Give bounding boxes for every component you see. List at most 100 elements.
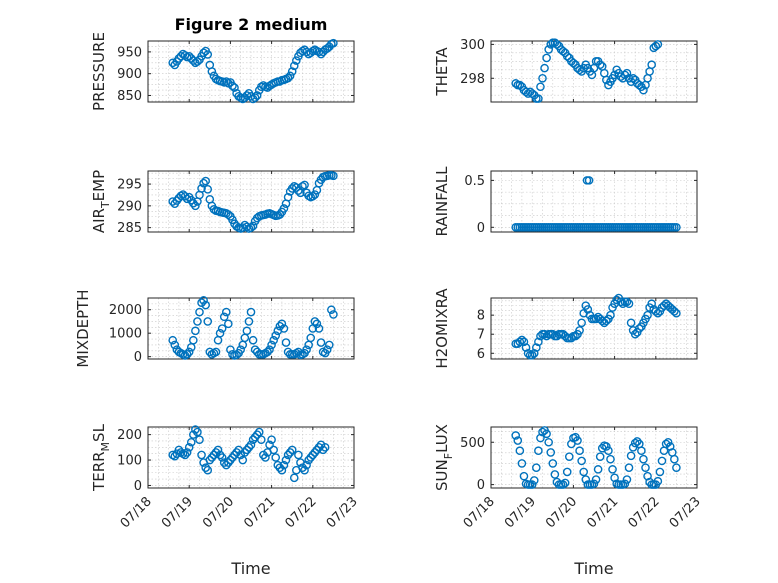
subplot-grid: 850 900 950 PRESSURE 298 300 THETA 285 290 295 AIR…	[74, 32, 704, 531]
x-tick-label: 07/18	[461, 494, 498, 531]
data-point	[300, 465, 309, 475]
data-point	[632, 437, 642, 446]
data-point	[602, 442, 611, 451]
panel-terr-ytick-label: 0	[134, 479, 142, 494]
data-point	[189, 335, 198, 345]
x-tick-label: 07/18	[118, 494, 155, 531]
panel-pressure-ytick-label: 850	[117, 89, 142, 104]
panel-sun: 0 500 SUNFLUX 07/18 07/19 07/20 07/21 07/22 07/2…	[433, 424, 704, 531]
data-point	[217, 453, 227, 462]
data-point	[252, 430, 262, 439]
data-point	[536, 82, 545, 92]
data-point	[230, 83, 239, 92]
panel-mixdepth-frame	[147, 297, 355, 360]
data-point	[647, 299, 656, 309]
data-point	[562, 467, 572, 477]
data-point	[213, 335, 223, 345]
data-point	[199, 48, 208, 58]
data-point	[289, 473, 299, 483]
data-point	[244, 443, 254, 452]
data-point	[271, 331, 281, 340]
data-point	[224, 210, 233, 219]
data-point	[312, 319, 322, 329]
data-point	[635, 80, 644, 90]
data-point	[275, 321, 285, 331]
data-point	[191, 326, 200, 336]
data-point	[513, 436, 523, 445]
data-point	[246, 223, 256, 232]
data-point	[189, 56, 198, 65]
data-point	[180, 450, 190, 460]
panel-rainfall-ylabel: RAINFALL	[433, 166, 451, 237]
data-point	[254, 427, 264, 437]
data-point	[606, 454, 615, 464]
panel-pressure-ytick-label: 900	[117, 67, 142, 82]
data-point	[195, 435, 204, 445]
data-point	[655, 467, 665, 477]
data-point	[312, 445, 322, 455]
x-tick-label: 07/20	[200, 494, 237, 531]
data-point	[201, 300, 210, 310]
data-point	[573, 436, 582, 445]
panel-theta-ytick-label: 298	[460, 72, 485, 87]
x-tick-label: 07/22	[626, 494, 663, 531]
data-point	[534, 337, 543, 347]
data-point	[226, 455, 235, 465]
data-point	[193, 317, 202, 326]
panel-theta-markers	[511, 38, 663, 103]
data-point	[575, 65, 584, 75]
data-point	[228, 453, 237, 462]
data-point	[285, 71, 295, 81]
data-point	[186, 437, 196, 447]
panel-air-markers	[168, 171, 338, 233]
data-point	[221, 460, 231, 470]
data-point	[536, 331, 545, 341]
panel-sun-ylabel: SUNFLUX	[433, 424, 455, 491]
data-point	[618, 299, 628, 309]
data-point	[515, 80, 525, 90]
data-point	[197, 298, 206, 307]
panel-air-ylabel: AIRTEMP	[90, 170, 112, 233]
data-point	[527, 350, 537, 360]
data-point	[277, 319, 287, 329]
panel-pressure-markers	[168, 38, 338, 104]
panel-sun-ytick-label: 0	[477, 478, 485, 493]
data-point	[546, 448, 556, 457]
x-tick-label: 07/22	[283, 494, 320, 531]
data-point	[170, 451, 180, 461]
x-tick-label: 07/23	[324, 494, 361, 531]
data-point	[256, 435, 266, 445]
data-point	[168, 58, 178, 68]
panel-rainfall-markers	[511, 176, 681, 232]
panel-mixdepth-ytick-label: 2000	[109, 303, 142, 318]
data-point	[203, 184, 213, 194]
data-point	[263, 347, 272, 357]
data-point	[232, 350, 241, 360]
data-point	[279, 204, 289, 213]
data-point	[647, 60, 656, 70]
data-point	[628, 73, 638, 83]
panel-sun-ytick-label: 500	[460, 436, 485, 451]
data-point	[265, 345, 274, 354]
data-point	[176, 51, 186, 61]
data-point	[657, 456, 667, 466]
data-point	[529, 476, 539, 485]
data-point	[546, 40, 556, 49]
data-point	[672, 308, 681, 318]
data-point	[575, 446, 584, 456]
data-point	[279, 324, 289, 333]
data-point	[304, 455, 313, 465]
data-point	[517, 335, 527, 345]
data-point	[201, 176, 210, 186]
data-point	[595, 60, 605, 70]
data-point	[322, 345, 332, 354]
data-point	[318, 445, 328, 455]
data-point	[641, 463, 650, 472]
data-point	[170, 340, 180, 350]
data-point	[523, 348, 533, 358]
data-point	[205, 455, 215, 465]
x-tick-label: 07/21	[241, 494, 278, 531]
data-point	[308, 450, 318, 460]
data-point	[584, 176, 594, 185]
